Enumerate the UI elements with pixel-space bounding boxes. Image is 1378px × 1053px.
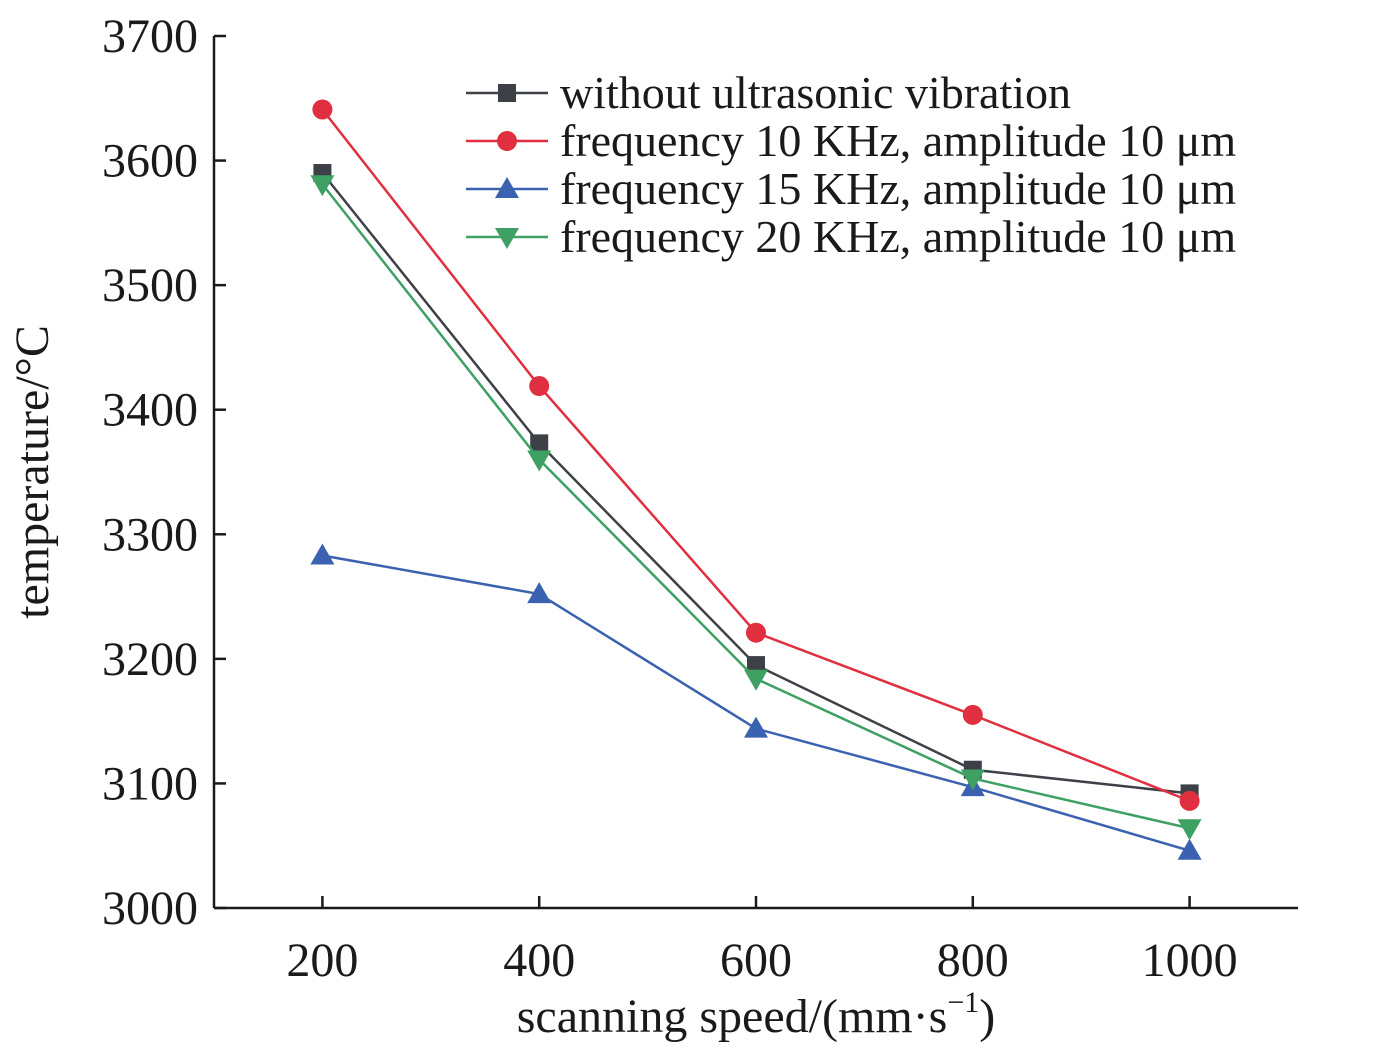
x-axis-title-suffix: ) (979, 990, 995, 1043)
series-line (322, 554, 1190, 852)
series-3 (310, 175, 1202, 841)
x-tick-label: 800 (937, 934, 1009, 987)
legend-item: frequency 20 KHz, amplitude 10 μm (466, 211, 1236, 262)
legend-item: without ultrasonic vibration (466, 67, 1071, 118)
data-point (960, 769, 985, 791)
legend-label: frequency 10 KHz, amplitude 10 μm (560, 115, 1236, 166)
y-tick-label: 3600 (102, 135, 198, 188)
x-tick-label: 400 (503, 934, 575, 987)
x-tick-label: 200 (286, 934, 358, 987)
legend-marker (495, 177, 519, 198)
x-axis-title: scanning speed/(mm·s−1) (517, 986, 995, 1043)
data-point (530, 434, 549, 453)
legend-label: without ultrasonic vibration (560, 67, 1071, 118)
series-1 (312, 99, 1200, 811)
x-tick-label: 1000 (1142, 934, 1238, 987)
y-tick-label: 3300 (102, 508, 198, 561)
data-point (529, 376, 550, 397)
data-point (1179, 790, 1200, 811)
axes: 3000 3100 3200 3300 3400 3500 3600 3700 200 400 60… (102, 10, 1298, 987)
legend-marker (495, 228, 519, 249)
data-point (1177, 838, 1202, 860)
legend-label: frequency 15 KHz, amplitude 10 μm (560, 163, 1236, 214)
series-2 (310, 543, 1202, 860)
x-tick-label: 600 (720, 934, 792, 987)
data-point (527, 450, 552, 472)
y-tick-label: 3200 (102, 633, 198, 686)
y-tick-label: 3000 (102, 882, 198, 935)
x-axis-title-superscript: −1 (947, 986, 979, 1019)
legend-marker (498, 84, 516, 102)
legend-label: frequency 20 KHz, amplitude 10 μm (560, 211, 1236, 262)
data-point (962, 704, 983, 725)
data-point (527, 582, 552, 604)
y-tick-label: 3400 (102, 384, 198, 437)
legend-item: frequency 15 KHz, amplitude 10 μm (466, 163, 1236, 214)
y-tick-label: 3100 (102, 757, 198, 810)
data-point (310, 543, 335, 565)
series-layer (310, 99, 1202, 860)
y-tick-label: 3500 (102, 259, 198, 312)
y-tick-label: 3700 (102, 10, 198, 63)
data-point (310, 175, 335, 197)
legend-item: frequency 10 KHz, amplitude 10 μm (466, 115, 1236, 166)
series-line (321, 172, 1190, 795)
data-point (744, 669, 768, 691)
data-point (747, 656, 765, 675)
data-point (744, 716, 768, 738)
legend-marker (497, 131, 517, 151)
y-axis-title: temperature/°C (6, 325, 59, 619)
data-point (312, 99, 333, 120)
axis-titles: scanning speed/(mm·s−1) temperature/°C (6, 325, 995, 1043)
data-point (1177, 819, 1202, 841)
x-axis-title-main: scanning speed/(mm·s (517, 990, 948, 1043)
data-point (746, 622, 766, 643)
